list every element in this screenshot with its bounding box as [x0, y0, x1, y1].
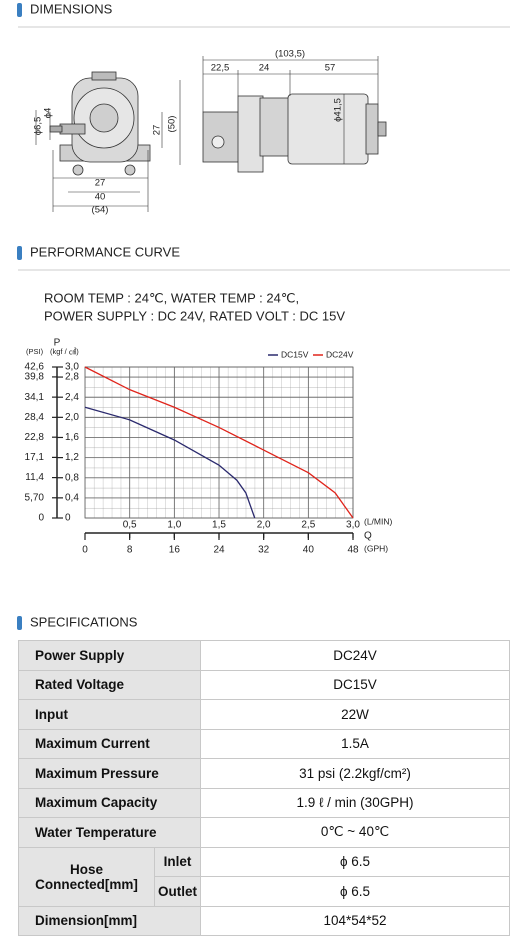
section-marker [17, 3, 22, 17]
table-row: Water Temperature 0℃ ~ 40℃ [18, 817, 510, 848]
dimension-label: ϕ4 [43, 108, 54, 119]
condition-text: POWER SUPPLY : DC 24V, RATED VOLT : DC 1… [44, 308, 345, 323]
y2-tick-label: 39,8 [25, 372, 45, 383]
table-cell: Hose Connected[mm] [18, 846, 155, 907]
y2-tick-label: 42,6 [25, 362, 45, 373]
table-cell: Water Temperature [18, 817, 201, 848]
table-cell: 0℃ ~ 40℃ [200, 817, 510, 848]
condition-text: ROOM TEMP : 24℃, WATER TEMP : 24℃, [44, 290, 299, 305]
section-marker [17, 246, 22, 260]
y2-tick-label: 34,1 [25, 392, 45, 403]
dimension-label: 24 [259, 63, 270, 74]
y-tick-label: 2,4 [65, 392, 79, 403]
y2-tick-label: 5,70 [25, 492, 45, 503]
dimension-label: (54) [92, 205, 109, 216]
axis-title: P [54, 338, 61, 349]
y-tick-label: 1,6 [65, 432, 79, 443]
table-cell: Maximum Current [18, 728, 201, 759]
table-cell: 31 psi (2.2kgf/cm²) [200, 758, 510, 789]
y2-tick-label: 11,4 [25, 472, 44, 483]
dimension-label: (50) [167, 116, 178, 133]
y-tick-label: 3,0 [65, 362, 79, 373]
x2-tick-label: 32 [258, 545, 270, 556]
series-line [84, 406, 256, 519]
table-cell: Dimension[mm] [18, 905, 201, 936]
axis-unit: (kgf / ㎠) [50, 347, 79, 356]
table-cell: 22W [200, 699, 510, 730]
x2-tick-label: 0 [82, 545, 88, 556]
front-dim-lines [35, 80, 181, 212]
x2-tick-label: 16 [169, 545, 181, 556]
spec-table: Power Supply DC24V Rated Voltage DC15V Input… [18, 640, 510, 936]
legend-label: DC15V [281, 349, 309, 359]
table-cell: DC15V [200, 669, 510, 700]
legend-label: DC24V [326, 349, 354, 359]
y2-tick-label: 17,1 [25, 452, 45, 463]
axis-unit: (PSI) [26, 347, 44, 356]
table-row: Dimension[mm] 104*54*52 [18, 905, 510, 936]
x2-tick-label: 8 [127, 545, 133, 556]
x-tick-label: 1,5 [212, 520, 226, 531]
table-cell: 104*54*52 [200, 905, 510, 936]
table-cell: Inlet [154, 846, 201, 877]
section-marker [17, 616, 22, 630]
table-row: Hose Connected[mm] Inlet ϕ 6.5 [18, 846, 510, 907]
side-dim-lines [202, 56, 379, 164]
table-cell: 1.9 ℓ / min (30GPH) [200, 787, 510, 818]
dimension-label: 40 [95, 192, 106, 203]
y2-tick-label: 22,8 [25, 432, 45, 443]
table-row: Maximum Capacity 1.9 ℓ / min (30GPH) [18, 787, 510, 818]
y-tick-label: 0,4 [65, 493, 79, 504]
series-line [84, 366, 354, 519]
y2-tick-label: 28,4 [25, 412, 45, 423]
x-tick-label: 3,0 [346, 520, 360, 531]
y-tick-label: 2,8 [65, 372, 79, 383]
table-row: Maximum Current 1.5A [18, 728, 510, 759]
y2-tick-label: 0 [38, 513, 44, 524]
section-title: DIMENSIONS [30, 1, 113, 16]
table-cell: Maximum Capacity [18, 787, 201, 818]
table-cell: Maximum Pressure [18, 758, 201, 789]
dimension-label: ϕ41,5 [333, 98, 344, 122]
dimension-label: 27 [152, 125, 163, 136]
x2-tick-label: 24 [213, 545, 225, 556]
table-cell: ϕ 6.5 [200, 876, 510, 907]
axis-unit: (L/MIN) [364, 516, 393, 526]
table-row: Maximum Pressure 31 psi (2.2kgf/cm²) [18, 758, 510, 789]
dimension-label: 57 [325, 63, 336, 74]
y-tick-label: 0,8 [65, 472, 79, 483]
table-cell: DC24V [200, 640, 510, 671]
dimension-label: ϕ6,5 [33, 117, 44, 136]
table-row: Input 22W [18, 699, 510, 730]
table-cell: Outlet [154, 876, 201, 907]
x-tick-label: 1,0 [167, 520, 181, 531]
axis-unit: (GPH) [364, 543, 388, 553]
table-cell: ϕ 6.5 [200, 846, 510, 877]
y-tick-label: 0 [65, 513, 71, 524]
table-row: Power Supply DC24V [18, 640, 510, 671]
side-view [202, 93, 387, 173]
x2-tick-label: 40 [303, 545, 315, 556]
x2-tick-label: 48 [347, 545, 359, 556]
table-cell: Input [18, 699, 201, 730]
x-tick-label: 2,0 [257, 520, 271, 531]
dimension-label: (103,5) [275, 49, 305, 60]
table-cell: Rated Voltage [18, 669, 201, 700]
section-title: PERFORMANCE CURVE [30, 244, 180, 259]
table-cell: Power Supply [18, 640, 201, 671]
section-title: SPECIFICATIONS [30, 614, 138, 629]
table-row: Rated Voltage DC15V [18, 669, 510, 700]
figure-area: DIMENSIONS PERFORMANCE CURVE SPECIFICATI… [17, 1, 510, 630]
axis-title: Q [364, 531, 372, 542]
front-view [49, 71, 151, 176]
x-tick-label: 0,5 [123, 520, 137, 531]
y-tick-label: 2,0 [65, 412, 79, 423]
dimension-label: 22,5 [211, 63, 230, 74]
x-tick-label: 2,5 [301, 520, 315, 531]
y-tick-label: 1,2 [65, 452, 79, 463]
dimension-label: 27 [95, 178, 106, 189]
table-cell: 1.5A [200, 728, 510, 759]
